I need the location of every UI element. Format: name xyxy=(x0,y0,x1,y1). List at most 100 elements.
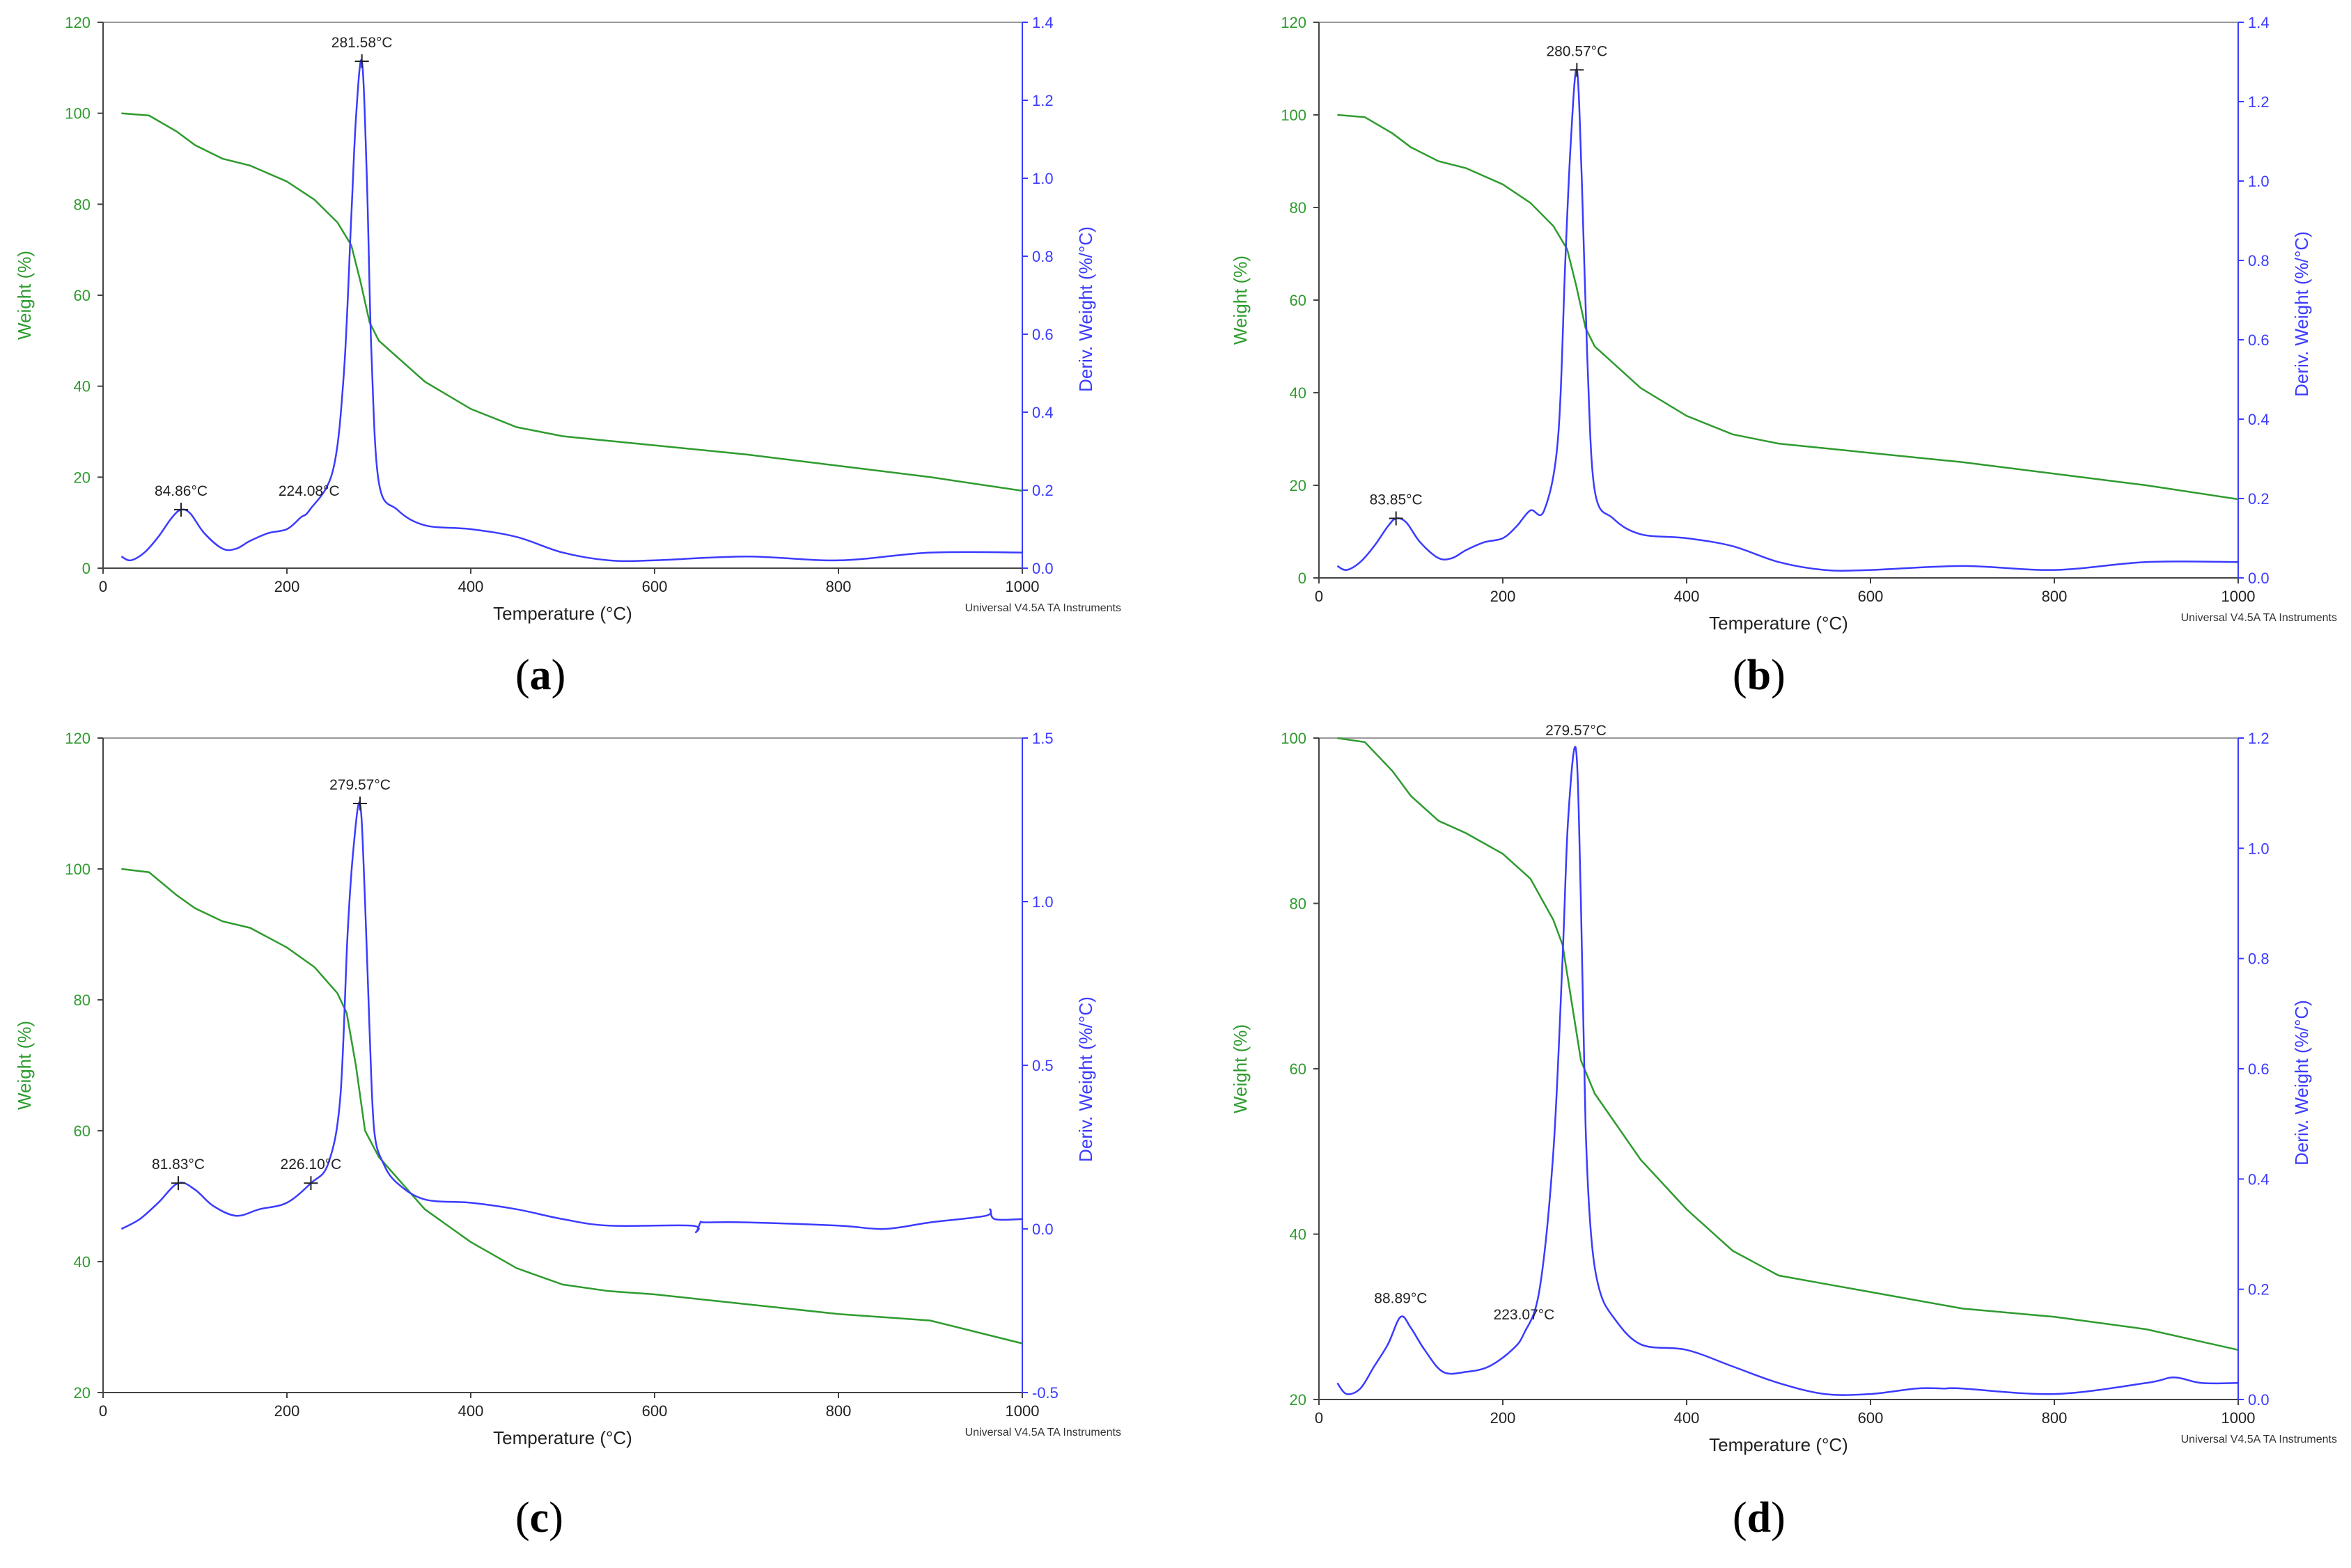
y2-tick-label: 0.4 xyxy=(2248,1170,2270,1188)
y-tick-label: 20 xyxy=(74,1384,91,1402)
x-axis-label: Temperature (°C) xyxy=(1709,1434,1848,1455)
peak-temperature-label: 223.07°C xyxy=(1494,1307,1555,1323)
peak-temperature-label: 226.10°C xyxy=(281,1157,342,1173)
y2-tick-label: 1.0 xyxy=(1032,893,1054,911)
y2-tick-label: 1.4 xyxy=(1032,14,1054,31)
y2-tick-label: 1.0 xyxy=(1032,170,1054,187)
x-axis-label: Temperature (°C) xyxy=(1709,613,1848,634)
y-tick-label: 60 xyxy=(74,1122,91,1140)
x-tick-label: 0 xyxy=(99,1402,107,1420)
x-tick-label: 1000 xyxy=(2221,1409,2256,1427)
tga-chart-b: 0 200 400 600 800 1000 0 20 40 60 80 100 120 0.0 0.2 0.… xyxy=(1230,14,2337,634)
y2-tick-label: 0.0 xyxy=(1032,560,1054,577)
weight-curve xyxy=(1337,737,2239,1351)
y2-tick-label: 1.4 xyxy=(2248,14,2270,31)
x-tick-label: 200 xyxy=(1490,588,1516,605)
x-tick-label: 200 xyxy=(274,1402,300,1420)
x-tick-label: 200 xyxy=(274,578,300,595)
peak-temperature-label: 280.57°C xyxy=(1546,43,1607,59)
tga-chart-c: 0 200 400 600 800 1000 20 40 60 80 100 120 -0.5 0.0 0.… xyxy=(14,730,1121,1448)
y2-tick-label: 0.6 xyxy=(1032,326,1054,343)
x-tick-label: 600 xyxy=(1858,588,1884,605)
y-tick-label: 40 xyxy=(74,378,91,395)
weight-curve xyxy=(121,112,1023,492)
y-tick-label: 100 xyxy=(65,861,91,878)
y2-tick-label: 1.5 xyxy=(1032,730,1054,747)
deriv-weight-curve xyxy=(120,801,1023,1233)
y-tick-label: 40 xyxy=(1290,384,1306,402)
y2-tick-label: 0.2 xyxy=(2248,1281,2270,1299)
y-tick-label: 20 xyxy=(1290,1391,1306,1409)
deriv-weight-curve xyxy=(1336,68,2239,572)
y-axis-label: Weight (%) xyxy=(14,1021,35,1110)
y2-tick-label: 0.8 xyxy=(1032,248,1054,265)
weight-curve xyxy=(1337,113,2239,501)
peak-temperature-label: 88.89°C xyxy=(1374,1290,1427,1306)
peak-temperature-label: 281.58°C xyxy=(331,35,393,51)
peak-temperature-label: 84.86°C xyxy=(155,483,208,499)
y2-tick-label: 0.0 xyxy=(2248,1391,2270,1409)
y-tick-label: 120 xyxy=(65,730,91,747)
y2-axis-label: Deriv. Weight (%/°C) xyxy=(2291,231,2312,397)
deriv-weight-curve xyxy=(1336,746,2239,1396)
y-tick-label: 0 xyxy=(1298,570,1306,587)
peak-temperature-label: 279.57°C xyxy=(329,777,391,793)
y-axis-label: Weight (%) xyxy=(1230,1024,1251,1113)
y-tick-label: 80 xyxy=(74,196,91,213)
y-tick-label: 100 xyxy=(65,105,91,123)
tga-chart-d: 0 200 400 600 800 1000 20 40 60 80 100 0.0 0.2 0.4 0.6… xyxy=(1230,723,2337,1455)
x-tick-label: 1000 xyxy=(1006,578,1040,595)
y2-tick-label: 0.5 xyxy=(1032,1057,1054,1074)
y-axis-label: Weight (%) xyxy=(1230,256,1251,345)
y2-tick-label: 0.8 xyxy=(2248,950,2270,968)
y2-tick-label: 0.2 xyxy=(1032,482,1054,499)
y2-axis-label: Deriv. Weight (%/°C) xyxy=(2291,1000,2312,1166)
x-tick-label: 400 xyxy=(1674,1409,1700,1427)
instrument-watermark: Universal V4.5A TA Instruments xyxy=(2181,1434,2337,1445)
peak-temperature-label: 83.85°C xyxy=(1370,492,1423,508)
x-tick-label: 800 xyxy=(826,1402,852,1420)
x-tick-label: 1000 xyxy=(2221,588,2256,605)
instrument-watermark: Universal V4.5A TA Instruments xyxy=(2181,612,2337,624)
y-tick-label: 20 xyxy=(1290,477,1306,494)
y-axis-label: Weight (%) xyxy=(14,251,35,340)
y2-tick-label: 0.4 xyxy=(1032,404,1054,421)
x-tick-label: 600 xyxy=(1858,1409,1884,1427)
y-tick-label: 20 xyxy=(74,469,91,486)
x-tick-label: 600 xyxy=(642,578,668,595)
caption-b: (b) xyxy=(1733,652,1786,699)
y-tick-label: 40 xyxy=(1290,1226,1306,1244)
caption-a: (a) xyxy=(515,652,566,699)
y2-tick-label: 1.2 xyxy=(2248,730,2270,747)
y2-tick-label: 0.4 xyxy=(2248,411,2270,428)
y-tick-label: 60 xyxy=(74,287,91,304)
caption-d: (d) xyxy=(1733,1494,1786,1542)
weight-curve xyxy=(121,868,1023,1344)
peak-temperature-label: 81.83°C xyxy=(152,1157,205,1173)
instrument-watermark: Universal V4.5A TA Instruments xyxy=(965,1427,1121,1438)
y-tick-label: 60 xyxy=(1290,292,1306,309)
x-tick-label: 0 xyxy=(1315,588,1323,605)
y2-tick-label: 1.0 xyxy=(2248,840,2270,857)
x-tick-label: 400 xyxy=(458,578,484,595)
y-tick-label: 120 xyxy=(1281,14,1306,31)
y2-axis-label: Deriv. Weight (%/°C) xyxy=(1075,226,1096,392)
x-tick-label: 400 xyxy=(458,1402,484,1420)
y2-tick-label: 1.2 xyxy=(1032,92,1054,109)
x-tick-label: 800 xyxy=(2042,1409,2068,1427)
x-tick-label: 800 xyxy=(2042,588,2068,605)
y-tick-label: 80 xyxy=(74,991,91,1009)
y-tick-label: 40 xyxy=(74,1253,91,1271)
instrument-watermark: Universal V4.5A TA Instruments xyxy=(965,602,1121,614)
x-tick-label: 0 xyxy=(1315,1409,1323,1427)
deriv-weight-curve xyxy=(120,58,1023,563)
y-tick-label: 80 xyxy=(1290,199,1306,217)
y2-tick-label: 0.2 xyxy=(2248,490,2270,508)
peak-temperature-label: 224.08°C xyxy=(279,483,340,499)
x-tick-label: 1000 xyxy=(1006,1402,1040,1420)
y2-tick-label: -0.5 xyxy=(1032,1384,1059,1402)
x-tick-label: 400 xyxy=(1674,588,1700,605)
y-tick-label: 100 xyxy=(1281,107,1306,124)
y-tick-label: 120 xyxy=(65,14,91,31)
x-axis-label: Temperature (°C) xyxy=(493,1427,632,1448)
